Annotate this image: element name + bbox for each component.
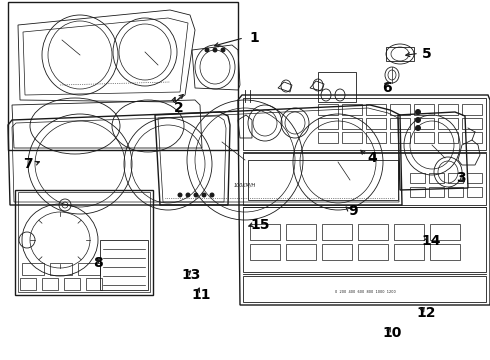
Bar bbox=[410, 187, 425, 197]
Bar bbox=[438, 104, 458, 115]
Bar bbox=[243, 207, 486, 272]
Bar bbox=[243, 98, 486, 150]
Bar bbox=[78, 263, 100, 275]
Bar bbox=[243, 153, 486, 205]
Bar bbox=[438, 118, 458, 129]
Ellipse shape bbox=[201, 193, 206, 198]
Bar bbox=[390, 132, 410, 143]
Bar bbox=[342, 118, 362, 129]
Text: 12: 12 bbox=[416, 306, 436, 320]
Bar bbox=[22, 263, 44, 275]
Bar bbox=[8, 2, 238, 150]
Bar bbox=[18, 192, 150, 292]
Bar bbox=[414, 104, 434, 115]
Ellipse shape bbox=[194, 193, 198, 198]
Ellipse shape bbox=[177, 193, 182, 198]
Bar bbox=[448, 173, 463, 183]
Bar bbox=[410, 173, 425, 183]
Text: 2: 2 bbox=[174, 101, 184, 115]
Bar bbox=[322, 224, 352, 240]
Bar bbox=[248, 160, 398, 200]
Ellipse shape bbox=[415, 109, 421, 115]
Bar bbox=[318, 132, 338, 143]
Bar bbox=[250, 224, 280, 240]
Text: 9: 9 bbox=[348, 204, 358, 217]
Bar bbox=[414, 132, 434, 143]
Bar bbox=[462, 118, 482, 129]
Ellipse shape bbox=[415, 125, 421, 131]
Ellipse shape bbox=[186, 193, 191, 198]
Text: 7: 7 bbox=[24, 157, 33, 171]
Bar bbox=[390, 104, 410, 115]
Bar bbox=[394, 224, 424, 240]
Bar bbox=[430, 244, 460, 260]
Text: 3: 3 bbox=[456, 171, 466, 185]
Bar bbox=[286, 244, 316, 260]
Bar bbox=[286, 224, 316, 240]
Bar bbox=[64, 278, 80, 290]
Bar bbox=[462, 104, 482, 115]
Text: 8: 8 bbox=[93, 256, 103, 270]
Text: 6: 6 bbox=[382, 81, 392, 95]
Bar bbox=[462, 132, 482, 143]
Ellipse shape bbox=[210, 193, 215, 198]
Bar bbox=[42, 278, 58, 290]
Bar bbox=[100, 240, 148, 290]
Bar bbox=[342, 104, 362, 115]
Bar bbox=[414, 118, 434, 129]
Bar bbox=[15, 190, 153, 295]
Bar bbox=[430, 224, 460, 240]
Bar bbox=[390, 118, 410, 129]
Bar bbox=[366, 132, 386, 143]
Bar bbox=[358, 244, 388, 260]
Bar bbox=[467, 187, 482, 197]
Bar bbox=[358, 224, 388, 240]
Bar bbox=[20, 278, 36, 290]
Text: 10: 10 bbox=[382, 326, 402, 340]
Bar bbox=[322, 244, 352, 260]
Bar bbox=[438, 132, 458, 143]
Bar bbox=[429, 173, 444, 183]
Bar bbox=[50, 263, 72, 275]
Text: 15: 15 bbox=[250, 218, 270, 232]
Text: 4: 4 bbox=[368, 152, 377, 165]
Bar bbox=[250, 244, 280, 260]
Bar bbox=[394, 244, 424, 260]
Ellipse shape bbox=[415, 117, 421, 123]
Bar bbox=[429, 187, 444, 197]
Ellipse shape bbox=[220, 48, 225, 53]
Bar bbox=[386, 47, 414, 61]
Bar bbox=[243, 276, 486, 302]
Bar bbox=[366, 118, 386, 129]
Text: 100KM/H: 100KM/H bbox=[234, 183, 256, 188]
Ellipse shape bbox=[204, 48, 210, 53]
Bar bbox=[86, 278, 102, 290]
Text: 1: 1 bbox=[250, 31, 260, 45]
Text: 11: 11 bbox=[191, 288, 211, 302]
Bar bbox=[318, 72, 356, 102]
Bar bbox=[318, 118, 338, 129]
Text: 5: 5 bbox=[421, 47, 431, 61]
Ellipse shape bbox=[213, 48, 218, 53]
Text: 13: 13 bbox=[181, 269, 201, 282]
Bar bbox=[448, 187, 463, 197]
Text: 0  200  400  600  800  1000  1200: 0 200 400 600 800 1000 1200 bbox=[335, 290, 395, 294]
Text: 14: 14 bbox=[421, 234, 441, 248]
Bar bbox=[318, 104, 338, 115]
Bar bbox=[342, 132, 362, 143]
Bar bbox=[467, 173, 482, 183]
Bar bbox=[366, 104, 386, 115]
